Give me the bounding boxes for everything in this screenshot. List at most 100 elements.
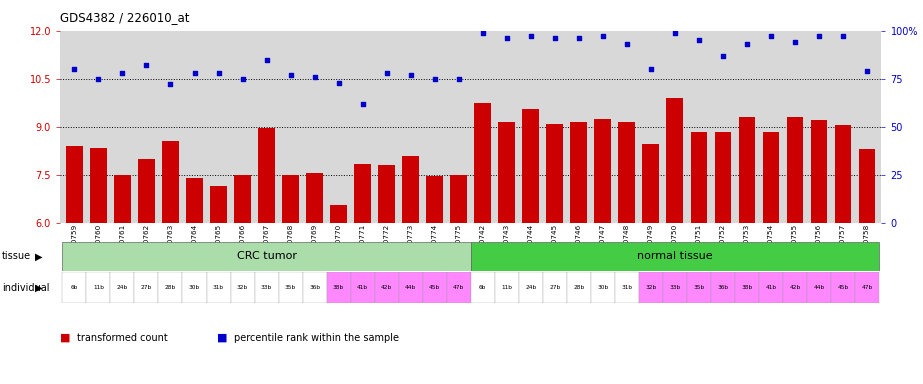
Text: 6b: 6b	[71, 285, 78, 290]
Text: 6b: 6b	[479, 285, 486, 290]
Text: 28b: 28b	[165, 285, 176, 290]
Text: 45b: 45b	[429, 285, 440, 290]
Text: 27b: 27b	[141, 285, 152, 290]
Bar	[447, 272, 471, 303]
Bar	[738, 117, 755, 223]
Bar	[426, 176, 443, 223]
Bar	[522, 109, 539, 223]
Point	[787, 39, 802, 45]
Bar	[354, 164, 371, 223]
Point	[115, 70, 130, 76]
Text: 24b: 24b	[117, 285, 128, 290]
Bar	[498, 122, 515, 223]
Point	[811, 33, 826, 40]
Point	[691, 37, 706, 43]
Bar	[567, 272, 591, 303]
Point	[355, 101, 370, 107]
Bar	[618, 122, 635, 223]
Bar	[207, 272, 231, 303]
Bar	[735, 272, 759, 303]
Bar	[543, 272, 567, 303]
Bar	[831, 272, 855, 303]
Bar	[807, 272, 831, 303]
Bar	[282, 175, 299, 223]
Point	[187, 70, 202, 76]
Bar	[474, 103, 491, 223]
Text: 47b: 47b	[861, 285, 872, 290]
Text: 42b: 42b	[381, 285, 392, 290]
Bar	[111, 272, 135, 303]
Point	[427, 76, 442, 82]
Bar	[66, 146, 83, 223]
Bar	[687, 272, 711, 303]
Bar	[114, 175, 131, 223]
Bar	[666, 98, 683, 223]
Bar	[87, 272, 111, 303]
Bar	[639, 272, 663, 303]
Point	[835, 33, 850, 40]
Bar	[810, 120, 827, 223]
Text: 36b: 36b	[717, 285, 728, 290]
Point	[235, 76, 250, 82]
Bar	[63, 242, 471, 271]
Text: CRC tumor: CRC tumor	[236, 251, 296, 262]
Bar	[471, 272, 495, 303]
Text: 41b: 41b	[765, 285, 776, 290]
Text: ▶: ▶	[35, 283, 42, 293]
Point	[259, 56, 274, 63]
Bar	[186, 178, 203, 223]
Text: percentile rank within the sample: percentile rank within the sample	[234, 333, 399, 343]
Text: 35b: 35b	[285, 285, 296, 290]
Bar	[327, 272, 351, 303]
Text: 47b: 47b	[453, 285, 464, 290]
Bar	[570, 122, 587, 223]
Text: 31b: 31b	[621, 285, 632, 290]
Point	[739, 41, 754, 47]
Bar	[258, 128, 275, 223]
Text: 38b: 38b	[741, 285, 752, 290]
Text: 30b: 30b	[597, 285, 608, 290]
Point	[283, 72, 298, 78]
Point	[619, 41, 634, 47]
Text: 11b: 11b	[93, 285, 104, 290]
Point	[475, 30, 490, 36]
Bar	[855, 272, 879, 303]
Bar	[90, 147, 107, 223]
Point	[715, 53, 730, 59]
Text: normal tissue: normal tissue	[637, 251, 713, 262]
Text: 33b: 33b	[669, 285, 680, 290]
Bar	[663, 272, 687, 303]
Bar	[375, 272, 399, 303]
Bar	[279, 272, 303, 303]
Bar	[546, 124, 563, 223]
Point	[67, 66, 82, 72]
Text: 42b: 42b	[789, 285, 800, 290]
Point	[403, 72, 418, 78]
Text: 28b: 28b	[573, 285, 584, 290]
Bar	[162, 141, 179, 223]
Text: individual: individual	[2, 283, 49, 293]
Text: 38b: 38b	[333, 285, 344, 290]
Bar	[63, 272, 87, 303]
Point	[451, 76, 466, 82]
Bar	[450, 175, 467, 223]
Bar	[519, 272, 543, 303]
Text: 36b: 36b	[309, 285, 320, 290]
Point	[91, 76, 106, 82]
Text: 33b: 33b	[261, 285, 272, 290]
Point	[763, 33, 778, 40]
Point	[547, 35, 562, 41]
Text: 24b: 24b	[525, 285, 536, 290]
Bar	[135, 272, 159, 303]
Text: 44b: 44b	[813, 285, 824, 290]
Text: 35b: 35b	[693, 285, 704, 290]
Text: GDS4382 / 226010_at: GDS4382 / 226010_at	[60, 12, 189, 25]
Text: transformed count: transformed count	[77, 333, 167, 343]
Bar	[690, 132, 707, 223]
Bar	[402, 156, 419, 223]
Bar	[714, 132, 731, 223]
Bar	[183, 272, 207, 303]
Bar	[138, 159, 155, 223]
Point	[571, 35, 586, 41]
Point	[307, 74, 322, 80]
